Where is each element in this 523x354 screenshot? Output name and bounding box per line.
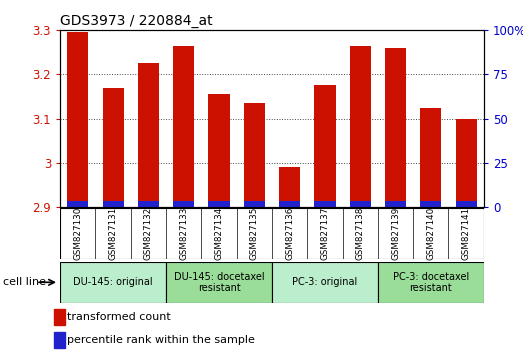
Bar (456, 119, 476, 207)
Bar (208, 201, 230, 207)
Bar (173, 201, 195, 207)
Bar (456, 201, 476, 207)
Bar (349, 46, 371, 207)
Text: cell line: cell line (3, 277, 46, 287)
Bar (173, 46, 195, 207)
Text: PC-3: original: PC-3: original (292, 277, 358, 287)
Bar (420, 201, 441, 207)
Bar (420, 108, 441, 207)
Text: transformed count: transformed count (67, 312, 171, 322)
Bar (138, 201, 159, 207)
Text: DU-145: original: DU-145: original (73, 277, 153, 287)
Bar (54, 332, 65, 348)
Bar (54, 309, 65, 325)
Bar (208, 94, 230, 207)
Bar (279, 167, 300, 207)
Text: GSM827130: GSM827130 (73, 207, 82, 260)
Bar (314, 201, 336, 207)
Bar (378, 262, 484, 303)
Text: DU-145: docetaxel
resistant: DU-145: docetaxel resistant (174, 272, 264, 293)
Bar (244, 201, 265, 207)
Bar (67, 32, 88, 207)
Bar (103, 87, 123, 207)
Text: GSM827140: GSM827140 (426, 207, 435, 260)
Bar (385, 201, 406, 207)
Text: GSM827135: GSM827135 (250, 207, 259, 260)
Bar (244, 103, 265, 207)
Bar (166, 262, 272, 303)
Text: GSM827131: GSM827131 (109, 207, 118, 260)
Bar (272, 262, 378, 303)
Text: GSM827137: GSM827137 (321, 207, 329, 260)
Bar (279, 201, 300, 207)
Text: GDS3973 / 220884_at: GDS3973 / 220884_at (60, 14, 213, 28)
Bar (60, 262, 166, 303)
Text: GSM827133: GSM827133 (179, 207, 188, 260)
Text: GSM827136: GSM827136 (285, 207, 294, 260)
Text: GSM827138: GSM827138 (356, 207, 365, 260)
Text: GSM827132: GSM827132 (144, 207, 153, 260)
Text: PC-3: docetaxel
resistant: PC-3: docetaxel resistant (393, 272, 469, 293)
Bar (385, 48, 406, 207)
Bar (349, 201, 371, 207)
Bar (314, 85, 336, 207)
Bar (138, 63, 159, 207)
Bar (103, 201, 123, 207)
Bar (67, 201, 88, 207)
Text: GSM827139: GSM827139 (391, 207, 400, 260)
Text: GSM827141: GSM827141 (462, 207, 471, 260)
Text: percentile rank within the sample: percentile rank within the sample (67, 335, 255, 346)
Text: GSM827134: GSM827134 (214, 207, 223, 260)
